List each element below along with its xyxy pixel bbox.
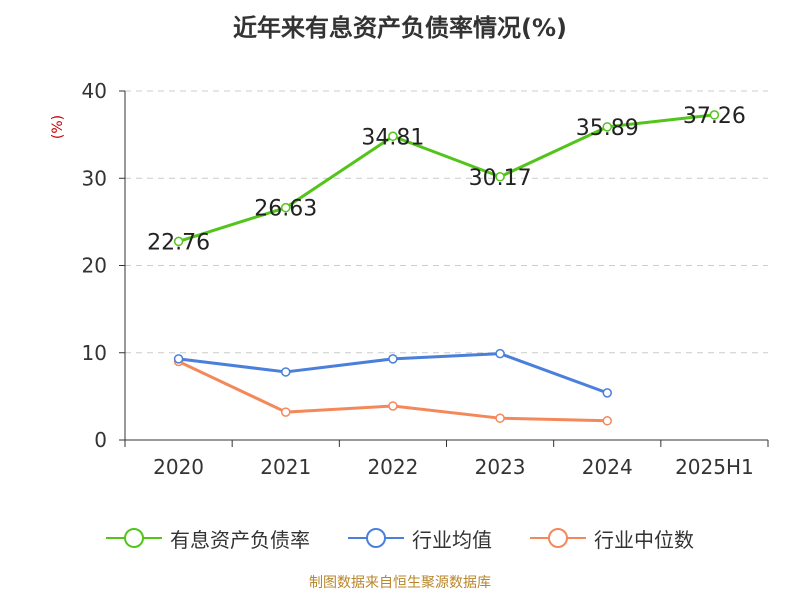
data-label: 35.89	[576, 116, 639, 141]
data-point	[388, 131, 398, 142]
data-point	[281, 202, 291, 213]
data-point	[388, 354, 398, 364]
data-label: 37.26	[683, 104, 746, 129]
series-line	[178, 113, 715, 243]
y-tick-label: 40	[82, 79, 107, 103]
data-point	[602, 388, 612, 398]
legend-line-marker-icon	[348, 528, 404, 548]
legend-label: 有息资产负债率	[170, 527, 310, 552]
legend-item-industry-median[interactable]: 行业中位数	[530, 524, 694, 553]
x-tick-label: 2025H1	[675, 455, 754, 479]
data-point	[281, 367, 291, 377]
y-axis-label: (%)	[50, 115, 66, 139]
data-point	[173, 236, 184, 247]
legend-item-industry-average[interactable]: 行业均值	[348, 524, 492, 553]
data-point	[709, 110, 720, 120]
data-point	[388, 401, 398, 411]
x-tick-label: 2024	[582, 455, 633, 479]
data-label: 22.76	[147, 230, 210, 255]
legend-line-marker-icon	[530, 528, 586, 548]
y-tick-label: 20	[82, 254, 107, 278]
chart-legend: 有息资产负债率 行业均值 行业中位数	[0, 520, 800, 556]
data-point	[495, 413, 505, 423]
data-source-note: 制图数据来自恒生聚源数据库	[309, 575, 491, 591]
data-point	[495, 348, 505, 359]
legend-line-marker-icon	[106, 528, 162, 548]
x-tick-label: 2022	[367, 455, 418, 479]
data-point	[495, 172, 505, 182]
data-point	[602, 122, 612, 132]
x-tick-label: 2021	[260, 455, 311, 479]
chart-title: 近年来有息资产负债率情况(%)	[233, 14, 567, 42]
data-point	[602, 416, 612, 426]
x-tick-label: 2020	[153, 455, 204, 479]
x-tick-label: 2023	[475, 455, 526, 479]
data-label: 26.63	[254, 197, 317, 222]
data-label: 34.81	[361, 125, 424, 150]
data-point	[173, 354, 184, 364]
data-point	[281, 407, 291, 417]
legend-label: 行业中位数	[594, 527, 694, 552]
y-tick-label: 10	[82, 341, 107, 365]
legend-item-interest-debt-ratio[interactable]: 有息资产负债率	[106, 524, 310, 553]
legend-label: 行业均值	[412, 527, 492, 552]
data-label: 30.17	[469, 166, 532, 191]
y-tick-label: 30	[82, 166, 107, 190]
y-tick-label: 0	[94, 428, 107, 452]
